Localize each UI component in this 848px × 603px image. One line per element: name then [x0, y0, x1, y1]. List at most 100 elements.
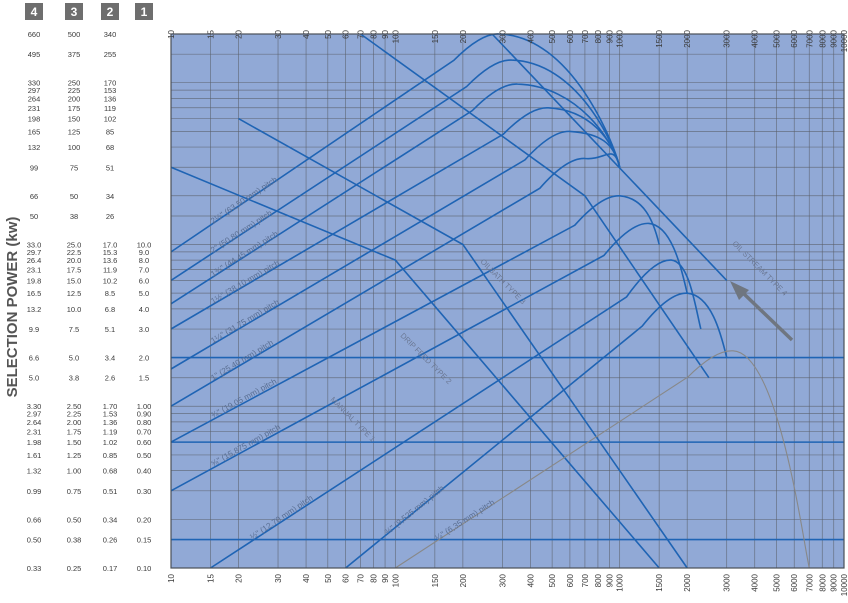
y-value-label: 231: [28, 104, 41, 113]
series-curve: [170, 130, 621, 370]
region-boundary-line: [238, 117, 688, 569]
y-value-label: 99: [30, 163, 38, 172]
x-tick-label-bottom: 8000: [818, 573, 827, 591]
y-value-label: 100: [68, 143, 81, 152]
x-tick-label-top: 3000: [723, 29, 732, 47]
y-value-label: 0.66: [27, 515, 42, 524]
y-value-label: 1.36: [103, 418, 118, 427]
x-tick-label-bottom: 20: [235, 573, 244, 582]
x-ticks-bottom: 10 15 20 30 40 50 60 70 80 90 100 150 200 300 400 500 60…: [167, 573, 848, 596]
column-header-box: [25, 3, 43, 20]
region-boundary-line: [170, 166, 660, 569]
x-tick-label-bottom: 40: [302, 573, 311, 582]
plot-background: [171, 34, 844, 568]
y-value-label: 85: [106, 127, 114, 136]
y-value-label: 0.51: [103, 487, 118, 496]
x-tick-label-bottom: 1500: [655, 573, 664, 591]
y-value-label: 8.5: [105, 289, 115, 298]
y-value-label: 4.0: [139, 305, 149, 314]
y-value-label: 1.61: [27, 451, 42, 460]
y-value-label: 119: [104, 104, 116, 113]
series-curve: [345, 292, 728, 569]
x-tick-label-top: 400: [526, 29, 535, 43]
y-value-label: 1.19: [103, 427, 118, 436]
series-curve: [394, 350, 810, 569]
y-value-label: 0.25: [67, 564, 82, 573]
y-value-label: 10.2: [103, 276, 118, 285]
y-value-label: 1.53: [103, 410, 118, 419]
x-tick-label-bottom: 7000: [805, 573, 814, 591]
x-tick-label-bottom: 2000: [683, 573, 692, 591]
x-tick-label-bottom: 3000: [723, 573, 732, 591]
y-value-label: 22.5: [67, 248, 82, 257]
region-boundary-line: [491, 33, 728, 281]
y-value-label: 136: [104, 94, 117, 103]
x-tick-label-top: 7000: [805, 29, 814, 47]
x-tick-label-bottom: 15: [207, 573, 216, 582]
y-value-label: 3.4: [105, 354, 115, 363]
y-value-label: 0.90: [137, 410, 152, 419]
y-value-label: 1.32: [27, 467, 42, 476]
y-value-label: 0.99: [27, 487, 42, 496]
y-value-label: 6.0: [139, 276, 149, 285]
x-tick-label-bottom: 900: [605, 573, 614, 587]
y-value-label: 1.00: [67, 467, 82, 476]
y-value-label: 170: [104, 79, 117, 88]
y-value-label: 375: [68, 50, 81, 59]
series-curve: [170, 33, 621, 253]
y-value-label: 10.0: [137, 240, 152, 249]
x-tick-label-bottom: 6000: [790, 573, 799, 591]
y-value-label: 175: [68, 104, 81, 113]
y-value-label: 2.50: [67, 402, 82, 411]
x-tick-label-top: 900: [605, 29, 614, 43]
x-tick-label-top: 8000: [818, 29, 827, 47]
y-value-label: 0.50: [137, 451, 152, 460]
x-tick-label-top: 5000: [772, 29, 781, 47]
series-curve: [170, 222, 688, 492]
y-value-label: 125: [68, 127, 81, 136]
x-tick-label-top: 800: [594, 29, 603, 43]
x-tick-label-bottom: 800: [594, 573, 603, 587]
y-value-label: 34: [106, 192, 114, 201]
x-tick-label-top: 6000: [790, 29, 799, 47]
plot-border: [170, 33, 845, 569]
y-value-label: 26.4: [27, 256, 42, 265]
lubrication-region-lines: [170, 33, 844, 569]
y-value-label: 2.00: [67, 418, 82, 427]
y-value-label: 0.50: [67, 515, 82, 524]
y-value-label: 50: [30, 212, 38, 221]
y-value-label: 29.7: [27, 248, 42, 257]
y-value-label: 1.00: [137, 402, 152, 411]
y-axis-label: SELECTION POWER (kw): [4, 217, 21, 398]
x-tick-label-bottom: 200: [459, 573, 468, 587]
column-header-label: 4: [31, 5, 38, 19]
y-value-label: 51: [106, 163, 114, 172]
x-tick-label-bottom: 400: [526, 573, 535, 587]
series-curve: [170, 59, 621, 282]
column-headers: 4 3 2 1: [25, 3, 153, 20]
y-value-label: 0.80: [137, 418, 152, 427]
series-curve: [210, 259, 702, 569]
y-value-label: 5.0: [29, 374, 39, 383]
y-value-label: 340: [104, 30, 117, 39]
x-tick-label-top: 2000: [683, 29, 692, 47]
y-value-label: 250: [68, 79, 81, 88]
y-value-label: 9.9: [29, 325, 39, 334]
x-tick-label-bottom: 4000: [751, 573, 760, 591]
column-header-box: [135, 3, 153, 20]
x-tick-label-bottom: 70: [357, 573, 366, 582]
y-value-label: 0.20: [137, 515, 152, 524]
y-value-label: 132: [28, 143, 41, 152]
x-tick-label-top: 300: [498, 29, 507, 43]
y-value-label: 6.8: [105, 305, 115, 314]
y-value-label: 9.0: [139, 248, 149, 257]
y-value-label: 2.97: [27, 410, 42, 419]
column-header-label: 1: [141, 5, 148, 19]
y-value-label: 17.5: [67, 266, 82, 275]
x-tick-label-bottom: 30: [274, 573, 283, 582]
y-value-label: 0.30: [137, 487, 152, 496]
x-tick-label-bottom: 80: [370, 573, 379, 582]
x-tick-label-bottom: 90: [381, 573, 390, 582]
y-value-label: 13.6: [103, 256, 118, 265]
y-value-label: 1.25: [67, 451, 82, 460]
